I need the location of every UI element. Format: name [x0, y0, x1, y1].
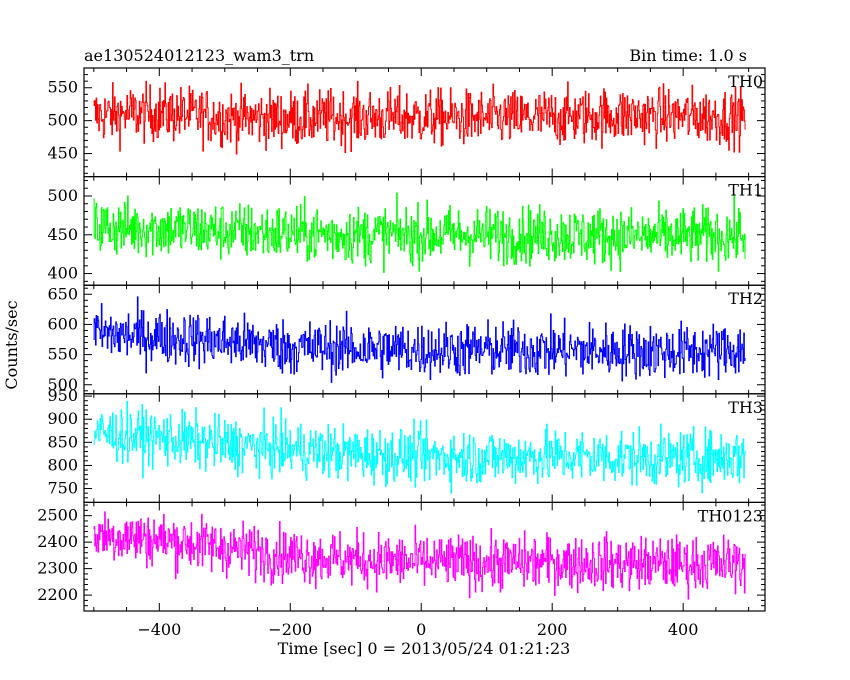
- series-line-th0123: [93, 511, 746, 600]
- y-tick-label: 550: [47, 345, 78, 364]
- panel-th1: 400 450 500 TH1: [47, 176, 766, 286]
- panel-th0: 450 500 550 TH0: [47, 67, 766, 178]
- x-axis-label: Time [sec] 0 = 2013/05/24 01:21:23: [278, 639, 571, 658]
- y-tick-label: 400: [47, 264, 78, 283]
- series-line-th0: [93, 80, 746, 155]
- panel-th3: 750 800 850 900 950 TH3: [47, 386, 766, 503]
- series-line-th2: [93, 296, 746, 383]
- y-tick-label: 550: [47, 78, 78, 97]
- panel-label: TH0123: [698, 506, 763, 525]
- x-tick-label: 200: [537, 620, 568, 639]
- panel-label: TH0: [728, 72, 763, 91]
- y-tick-label: 850: [47, 432, 78, 451]
- panel-th0123: 2200 2300 2400 2500 TH0123: [37, 501, 766, 612]
- y-tick-label: 900: [47, 409, 78, 428]
- y-tick-label: 2400: [37, 532, 78, 551]
- series-line-th3: [93, 400, 746, 494]
- x-tick-label: −400: [137, 620, 181, 639]
- panel-label: TH1: [728, 181, 763, 200]
- y-axis-label: Counts/sec: [2, 300, 21, 389]
- panels-group: 450 500 550 TH0 400 450 500 TH1 500 550 600 650 TH2 7…: [37, 67, 766, 639]
- y-tick-label: 450: [47, 225, 78, 244]
- y-tick-label: 450: [47, 144, 78, 163]
- y-tick-label: 600: [47, 314, 78, 333]
- y-tick-label: 950: [47, 386, 78, 405]
- y-tick-label: 500: [47, 111, 78, 130]
- bin-time-label: Bin time: 1.0 s: [629, 46, 747, 65]
- y-tick-label: 750: [47, 479, 78, 498]
- x-tick-label: 0: [416, 620, 426, 639]
- series-line-th1: [93, 192, 746, 273]
- y-tick-label: 500: [47, 186, 78, 205]
- panel-th2: 500 550 600 650 TH2: [47, 284, 766, 395]
- y-tick-label: 650: [47, 284, 78, 303]
- y-tick-label: 2200: [37, 585, 78, 604]
- panel-label: TH2: [728, 289, 763, 308]
- y-tick-label: 2300: [37, 559, 78, 578]
- x-tick-label: −200: [268, 620, 312, 639]
- panel-frame: [83, 501, 766, 612]
- chart-title: ae130524012123_wam3_trn: [84, 46, 314, 65]
- y-tick-label: 2500: [37, 506, 78, 525]
- panel-label: TH3: [728, 398, 763, 417]
- x-tick-label: 400: [668, 620, 699, 639]
- y-tick-label: 500: [47, 375, 78, 394]
- y-tick-label: 800: [47, 455, 78, 474]
